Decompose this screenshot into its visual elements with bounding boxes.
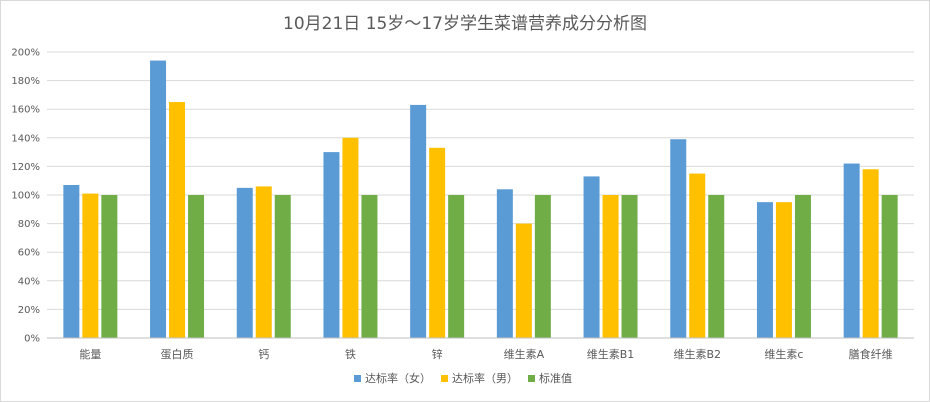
bar <box>689 173 706 338</box>
bar <box>255 186 272 338</box>
y-tick-label: 100% <box>11 191 40 202</box>
y-tick-label: 120% <box>11 162 40 173</box>
y-tick-label: 20% <box>18 305 40 316</box>
y-tick-label: 0% <box>24 334 40 345</box>
bar <box>169 102 186 338</box>
x-category-label: 铁 <box>345 348 356 361</box>
bar <box>82 193 99 338</box>
x-category-label: 钙 <box>258 347 269 361</box>
bar <box>63 184 80 338</box>
bar <box>862 169 879 338</box>
legend-label: 达标率（女） <box>365 371 431 385</box>
legend-swatch <box>528 375 535 382</box>
bar <box>361 195 378 338</box>
x-category-label: 维生素B1 <box>587 347 635 361</box>
x-axis: 能量 蛋白质 钙 铁 锌 维生素A 维生素B1 维生素B2 维生素c 膳食纤维 <box>47 337 914 361</box>
legend-label: 标准值 <box>539 371 572 385</box>
legend-swatch <box>441 375 448 382</box>
x-category-label: 维生素c <box>764 347 803 361</box>
bar <box>515 223 532 338</box>
y-tick-label: 140% <box>11 133 40 144</box>
legend: 达标率（女） 达标率（男） 标准值 <box>354 371 572 385</box>
bars <box>63 60 898 339</box>
bar <box>101 195 118 338</box>
x-category-label: 膳食纤维 <box>849 347 893 361</box>
bar <box>881 195 898 338</box>
legend-swatch <box>354 375 361 382</box>
bar <box>188 195 205 338</box>
x-category-label: 维生素A <box>504 347 545 361</box>
x-category-label: 维生素B2 <box>673 347 721 361</box>
x-category-label: 能量 <box>79 347 101 361</box>
bar <box>583 176 600 338</box>
bar <box>496 189 513 338</box>
bar <box>342 137 359 338</box>
x-category-label: 蛋白质 <box>161 347 194 361</box>
bar <box>670 139 687 338</box>
bar <box>794 195 811 338</box>
bar <box>756 202 773 338</box>
bar <box>429 147 446 338</box>
bar <box>534 195 551 338</box>
y-tick-label: 160% <box>11 105 40 116</box>
y-tick-label: 80% <box>18 219 40 230</box>
y-tick-label: 40% <box>18 276 40 287</box>
bar <box>775 202 792 338</box>
y-tick-label: 180% <box>11 76 40 87</box>
y-tick-label: 200% <box>11 48 40 59</box>
bar <box>410 104 427 338</box>
y-axis: 0% 20% 40% 60% 80% 100% 120% 140% 160% 180% 200% <box>11 48 40 345</box>
bar <box>274 195 291 338</box>
bar <box>843 163 860 338</box>
bar <box>621 195 638 338</box>
legend-label: 达标率（男） <box>452 371 518 385</box>
bar <box>708 195 725 338</box>
x-category-label: 锌 <box>432 347 443 361</box>
bar <box>323 152 340 338</box>
bar <box>150 60 167 339</box>
chart-title: 10月21日 15岁～17岁学生菜谱营养成分分析图 <box>283 14 647 34</box>
bar <box>448 195 465 338</box>
y-tick-label: 60% <box>18 248 40 259</box>
bar <box>602 195 619 338</box>
bar <box>236 187 253 338</box>
